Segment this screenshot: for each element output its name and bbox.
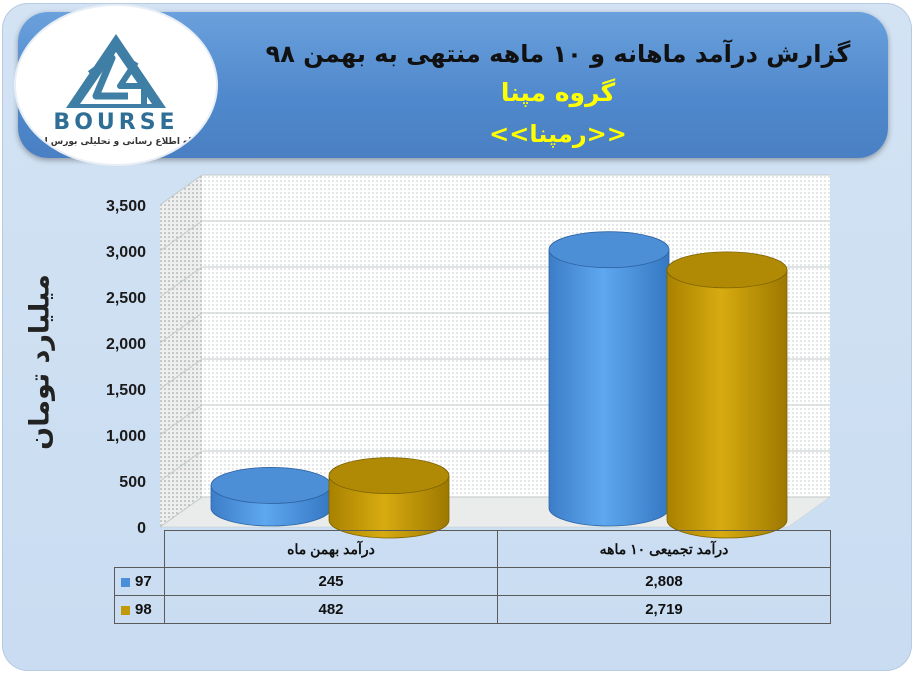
report-title: گزارش درآمد ماهانه و ۱۰ ماهه منتهی به به…: [265, 40, 851, 68]
gridline: [159, 220, 203, 252]
table-cell: 482: [164, 595, 498, 624]
legend-entry: 98: [114, 595, 165, 624]
bar-top: [666, 251, 788, 289]
y-tick-label: 2,500: [106, 290, 146, 307]
legend-label: 98: [135, 601, 152, 618]
logo-wordmark: BOURSE: [53, 110, 179, 135]
gridline: [159, 404, 203, 436]
legend-label: 97: [135, 573, 152, 590]
category-label: درآمد تجمیعی ۱۰ ماهه: [497, 530, 831, 568]
bar-top: [548, 231, 670, 269]
table-row: 97 245 2,808: [114, 567, 831, 596]
legend-swatch-98: [121, 605, 130, 615]
legend-swatch-97: [121, 577, 130, 587]
bar-98-0: [328, 457, 450, 539]
gridline: [159, 174, 203, 206]
table-cell: 2,808: [497, 567, 831, 596]
table-row: 98 482 2,719: [114, 595, 831, 624]
bar-97-0: [210, 467, 332, 527]
legend-entry: 97: [114, 567, 165, 596]
gridline: [159, 358, 203, 390]
bar-top: [328, 457, 450, 495]
y-tick-label: 2,000: [106, 336, 146, 353]
y-tick-label: 1,000: [106, 428, 146, 445]
company-name: گروه مپنا: [500, 78, 616, 107]
gridline: [159, 266, 203, 298]
y-axis-label: میلیارد تومان: [24, 274, 56, 450]
category-label: درآمد بهمن ماه: [164, 530, 498, 568]
bar-body: [666, 269, 788, 539]
table-corner: [114, 530, 165, 568]
y-tick-label: 3,000: [106, 244, 146, 261]
y-tick-label: 0: [137, 520, 146, 537]
y-tick-label: 3,500: [106, 198, 146, 215]
data-table: درآمد بهمن ماه درآمد تجمیعی ۱۰ ماهه 97 2…: [114, 530, 831, 624]
logo-tagline: پایگاه اطلاع رسانی و تحلیلی بورس ایران: [24, 137, 208, 147]
bar-97-1: [548, 231, 670, 527]
y-tick-label: 1,500: [106, 382, 146, 399]
bars: [210, 231, 788, 539]
bar-top: [210, 467, 332, 504]
bar-98-1: [666, 251, 788, 539]
ticker-symbol: <<رمپنا>>: [489, 120, 627, 148]
table-cell: 2,719: [497, 595, 831, 624]
y-tick-label: 500: [119, 474, 146, 491]
table-cell: 245: [164, 567, 498, 596]
gridline: [159, 450, 203, 482]
gridline: [159, 496, 203, 528]
logo-triangle-icon: [66, 34, 166, 108]
gridline: [159, 312, 203, 344]
bar-body: [548, 249, 670, 527]
bourse24-logo: BOURSE پایگاه اطلاع رسانی و تحلیلی بورس …: [16, 6, 216, 164]
y-axis: 0 500 1,000 1,500 2,000 2,500 3,000 3,500: [106, 198, 146, 537]
side-wall: [160, 175, 202, 527]
